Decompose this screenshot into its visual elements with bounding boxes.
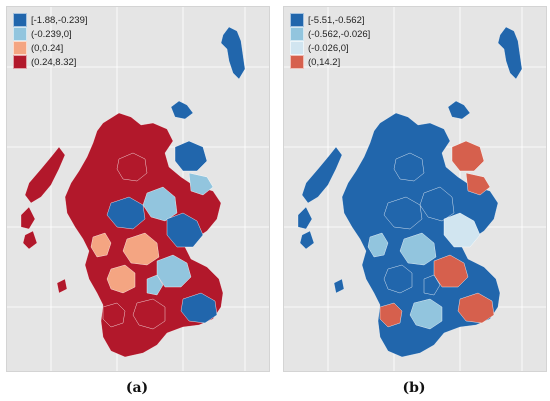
legend-b-swatch <box>290 41 304 55</box>
council-region <box>106 196 146 230</box>
legend-a-label: (0,0.24] <box>31 42 64 54</box>
council-region <box>146 274 164 296</box>
legend-b-label: (-0.562,-0.026] <box>308 28 371 40</box>
legend-b-item: (-0.026,0] <box>290 41 370 55</box>
council-region <box>367 232 389 258</box>
legend-b-swatch <box>290 13 304 27</box>
council-region <box>399 232 437 266</box>
map-a-svg <box>7 7 269 371</box>
council-region <box>383 264 413 294</box>
council-region <box>393 152 425 182</box>
council-region <box>451 140 485 172</box>
caption-b: (b) <box>402 380 426 396</box>
map-panel-a: [-1.88,-0.239] (-0.239,0] (0,0.24] (0.24… <box>6 6 270 372</box>
council-region <box>423 274 441 296</box>
shetland-region <box>220 26 246 80</box>
legend-a-item: (0.24,8.32] <box>13 55 88 69</box>
legend-a-label: (0.24,8.32] <box>31 56 77 68</box>
island-region <box>24 146 66 204</box>
council-region <box>383 196 423 230</box>
legend-a-item: [-1.88,-0.239] <box>13 13 88 27</box>
council-region <box>102 302 126 328</box>
legend-a-item: (-0.239,0] <box>13 27 88 41</box>
island-region <box>297 206 313 230</box>
council-region <box>457 292 495 324</box>
legend-a-swatch <box>13 55 27 69</box>
orkney-region <box>447 100 471 120</box>
council-region <box>142 186 178 222</box>
legend-b-swatch <box>290 55 304 69</box>
island-region <box>301 146 343 204</box>
legend-a-swatch <box>13 13 27 27</box>
legend-b-swatch <box>290 27 304 41</box>
map-panel-b: [-5.51,-0.562] (-0.562,-0.026] (-0.026,0… <box>283 6 547 372</box>
legend-a-label: [-1.88,-0.239] <box>31 14 88 26</box>
council-region <box>122 232 160 266</box>
council-region <box>90 232 112 258</box>
council-region <box>443 212 481 248</box>
legend-b-label: (-0.026,0] <box>308 42 349 54</box>
legend-b-label: (0,14.2] <box>308 56 341 68</box>
legend-a: [-1.88,-0.239] (-0.239,0] (0,0.24] (0.24… <box>13 13 88 69</box>
legend-a-swatch <box>13 27 27 41</box>
island-region <box>333 278 345 294</box>
council-region <box>180 292 218 324</box>
island-region <box>22 230 38 250</box>
council-region <box>166 212 204 248</box>
council-region <box>116 152 148 182</box>
council-region <box>379 302 403 328</box>
council-region <box>106 264 136 294</box>
legend-a-label: (-0.239,0] <box>31 28 72 40</box>
council-region <box>409 298 443 330</box>
legend-b-item: [-5.51,-0.562] <box>290 13 370 27</box>
council-region <box>465 172 491 196</box>
legend-b-item: (-0.562,-0.026] <box>290 27 370 41</box>
orkney-region <box>170 100 194 120</box>
legend-b-label: [-5.51,-0.562] <box>308 14 365 26</box>
council-region <box>188 172 214 196</box>
island-region <box>56 278 68 294</box>
map-b-svg <box>284 7 546 371</box>
island-region <box>299 230 315 250</box>
shetland-region <box>497 26 523 80</box>
legend-b: [-5.51,-0.562] (-0.562,-0.026] (-0.026,0… <box>290 13 370 69</box>
legend-b-item: (0,14.2] <box>290 55 370 69</box>
island-region <box>20 206 36 230</box>
council-region <box>174 140 208 172</box>
legend-a-swatch <box>13 41 27 55</box>
council-region <box>132 298 166 330</box>
council-region <box>419 186 455 222</box>
legend-a-item: (0,0.24] <box>13 41 88 55</box>
caption-a: (a) <box>125 380 149 396</box>
